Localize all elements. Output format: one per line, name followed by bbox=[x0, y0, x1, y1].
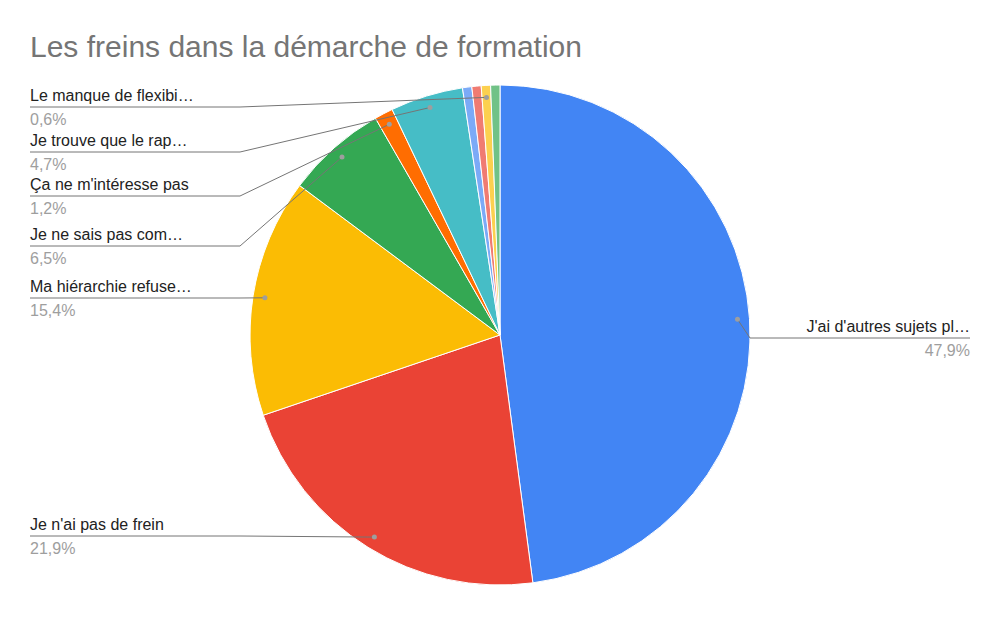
leader-dot bbox=[340, 155, 345, 160]
pie-slice bbox=[472, 86, 500, 335]
leader-dot bbox=[735, 317, 740, 322]
pie-slice bbox=[500, 85, 750, 583]
slice-label: Ça ne m'intéresse pas bbox=[30, 176, 189, 193]
slice-value-label: 15,4% bbox=[30, 302, 75, 319]
title: Les freins dans la démarche de formation bbox=[30, 30, 582, 63]
slice-value-label: 47,9% bbox=[925, 342, 970, 359]
pie-slice bbox=[481, 85, 500, 335]
leader-line bbox=[30, 124, 389, 196]
slice-value-label: 21,9% bbox=[30, 540, 75, 557]
slice-value-label: 1,2% bbox=[30, 200, 66, 217]
leader-dot bbox=[262, 295, 267, 300]
slice-label: Je trouve que le rap… bbox=[30, 132, 187, 149]
slice-value-label: 4,7% bbox=[30, 156, 66, 173]
slices bbox=[250, 85, 750, 585]
leader-line bbox=[30, 157, 342, 246]
slice-value-label: 6,5% bbox=[30, 250, 66, 267]
chart-svg: Les freins dans la démarche de formation… bbox=[0, 0, 1000, 618]
labels: J'ai d'autres sujets pl… 47,9% Je n'ai pas… bbox=[30, 87, 970, 557]
leader-dot bbox=[372, 535, 377, 540]
pie-slice bbox=[491, 85, 500, 335]
slice-value-label: 0,6% bbox=[30, 111, 66, 128]
leader-dot bbox=[484, 95, 489, 100]
background bbox=[0, 0, 1000, 618]
slice-label: J'ai d'autres sujets pl… bbox=[806, 318, 970, 335]
slice-label: Je ne sais pas com… bbox=[30, 226, 183, 243]
leader-line bbox=[30, 108, 430, 153]
chart-container: Les freins dans la démarche de formation… bbox=[0, 0, 1000, 618]
slice-label: Le manque de flexibi… bbox=[30, 87, 194, 104]
slice-label: Ma hiérarchie refuse… bbox=[30, 278, 192, 295]
leader-line bbox=[30, 297, 265, 298]
leader-line bbox=[30, 536, 374, 537]
leader-dot bbox=[428, 105, 433, 110]
leader-dot bbox=[387, 122, 392, 127]
slice-label: Je n'ai pas de frein bbox=[30, 516, 164, 533]
